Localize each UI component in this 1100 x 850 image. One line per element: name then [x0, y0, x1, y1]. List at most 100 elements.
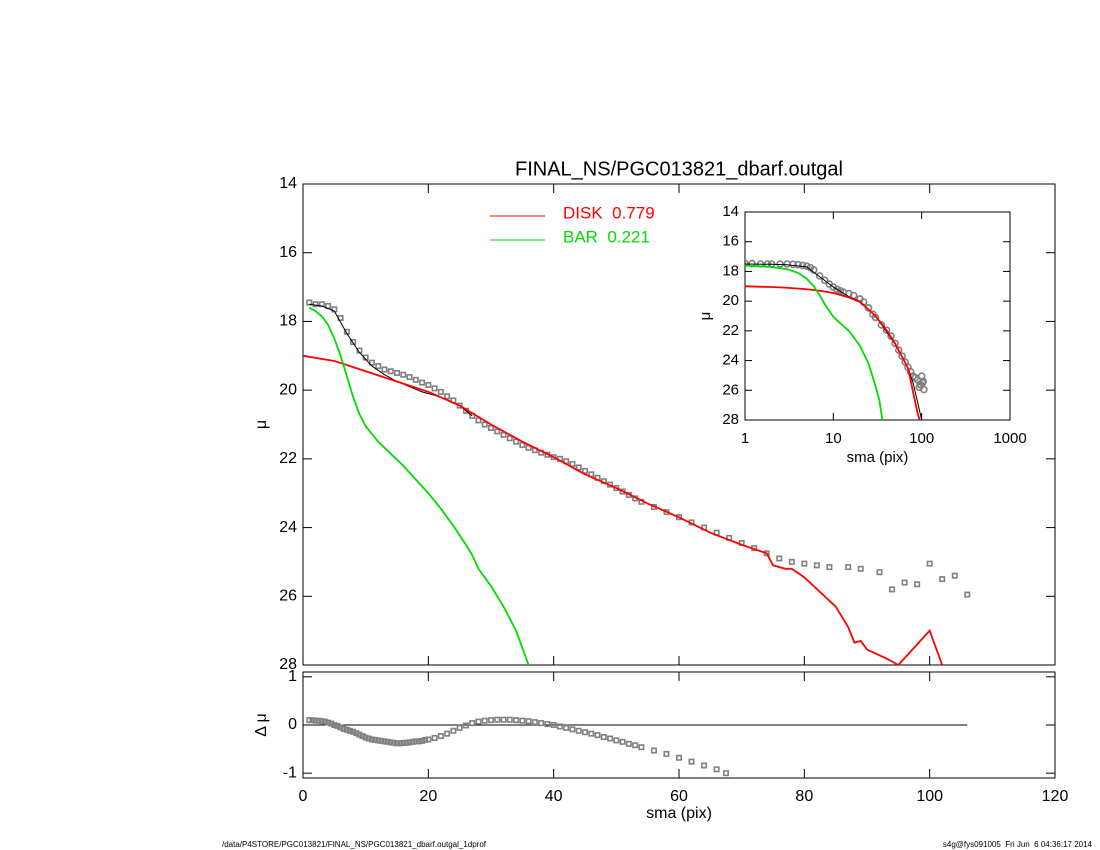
data-point — [422, 736, 429, 743]
data-point — [581, 729, 588, 736]
data-point — [607, 735, 614, 742]
y-axis-label: Δ μ — [253, 713, 270, 736]
data-point — [325, 719, 332, 726]
data-point — [384, 738, 391, 745]
data-point — [318, 718, 325, 725]
data-point — [444, 730, 451, 737]
data-point — [378, 737, 385, 744]
data-point — [403, 739, 410, 746]
y-tick-label: 18 — [279, 313, 297, 330]
data-point — [813, 562, 820, 569]
y-tick-label: 22 — [279, 450, 297, 467]
data-point — [920, 385, 928, 394]
y-tick-label: 18 — [722, 262, 739, 279]
y-tick-label: 16 — [279, 244, 297, 261]
data-point — [550, 721, 557, 728]
data-point — [650, 747, 657, 754]
data-point — [397, 740, 404, 747]
data-point — [519, 442, 526, 449]
data-point — [419, 379, 426, 386]
data-point — [393, 369, 400, 376]
data-point — [882, 326, 891, 334]
data-point — [951, 572, 958, 579]
data-point — [412, 376, 419, 383]
data-point — [600, 734, 607, 741]
data-point — [365, 735, 372, 742]
y-tick-label: 1 — [288, 668, 297, 685]
plot-area — [745, 259, 928, 420]
data-point — [919, 377, 927, 386]
data-point — [901, 579, 908, 586]
data-point — [346, 727, 353, 734]
data-point — [794, 260, 802, 269]
data-point — [745, 259, 749, 268]
data-point — [487, 424, 494, 431]
data-point — [776, 555, 783, 562]
y-tick-label: 26 — [722, 381, 739, 398]
x-axis-label: sma (pix) — [646, 805, 712, 822]
data-point — [538, 720, 545, 727]
footer-left: /data/P4STORE/PGC013821/FINAL_NS/PGC0138… — [222, 840, 487, 849]
data-point — [390, 739, 397, 746]
data-point — [531, 719, 538, 726]
legend-label: BAR 0.221 — [563, 227, 650, 246]
data-point — [350, 339, 357, 346]
y-tick-label: 14 — [279, 175, 297, 192]
data-point — [563, 724, 570, 731]
data-point — [789, 260, 797, 269]
x-tick-label: 60 — [670, 788, 688, 805]
data-point — [722, 770, 729, 777]
data-point — [415, 738, 422, 745]
y-axis-label: μ — [253, 420, 270, 429]
data-point — [513, 717, 520, 724]
data-point — [894, 346, 903, 354]
series-line — [308, 306, 530, 665]
data-point — [713, 766, 720, 773]
data-point — [409, 738, 416, 745]
data-point — [412, 738, 419, 745]
plot-frame — [302, 183, 1056, 666]
x-tick-label: 1000 — [993, 430, 1026, 447]
data-point — [487, 717, 494, 724]
data-point — [444, 393, 451, 400]
x-tick-label: 20 — [419, 788, 437, 805]
y-tick-label: 28 — [279, 656, 297, 673]
data-point — [845, 564, 852, 571]
plot-frame — [744, 211, 1011, 421]
data-point — [481, 421, 488, 428]
data-point — [544, 721, 551, 728]
chart-title: FINAL_NS/PGC013821_dbarf.outgal — [515, 158, 843, 180]
data-point — [638, 744, 645, 751]
data-point — [625, 740, 632, 747]
data-point — [450, 727, 457, 734]
data-point — [437, 733, 444, 740]
y-tick-label: 26 — [279, 588, 297, 605]
y-tick-label: 24 — [279, 519, 297, 536]
data-point — [381, 366, 388, 373]
data-point — [519, 717, 526, 724]
data-point — [475, 718, 482, 725]
y-tick-label: -1 — [283, 764, 297, 781]
x-tick-label: 100 — [909, 430, 934, 447]
data-point — [581, 467, 588, 474]
data-point — [315, 717, 322, 724]
data-point — [321, 718, 328, 725]
data-point — [312, 717, 319, 724]
y-tick-label: 16 — [722, 233, 739, 250]
data-point — [798, 261, 807, 270]
series-line — [745, 264, 884, 420]
data-point — [368, 736, 375, 743]
data-point — [688, 758, 695, 765]
data-point — [663, 750, 670, 757]
data-point — [550, 454, 557, 461]
x-tick-label: 40 — [545, 788, 563, 805]
data-point — [425, 381, 432, 388]
x-tick-label: 1 — [741, 430, 749, 447]
data-point — [964, 591, 971, 598]
y-tick-label: 28 — [722, 411, 739, 428]
x-tick-label: 100 — [916, 788, 943, 805]
y-tick-label: 0 — [288, 716, 297, 733]
y-tick-label: 20 — [279, 381, 297, 398]
data-point — [306, 717, 313, 724]
y-tick-label: 20 — [722, 292, 739, 309]
